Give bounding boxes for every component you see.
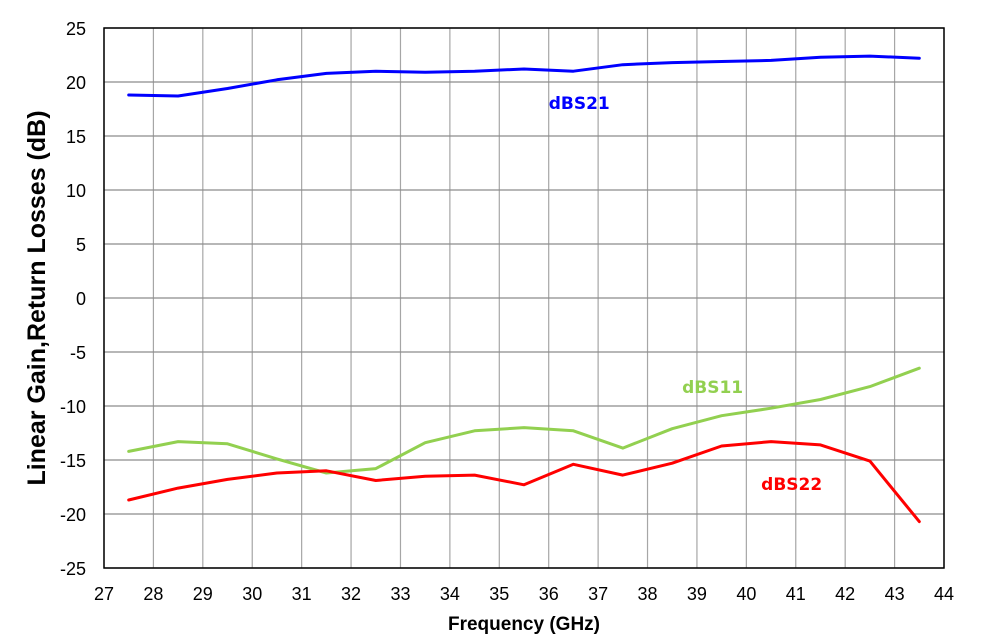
series-line-dbs22 <box>127 440 921 524</box>
x-tick-label: 32 <box>341 584 361 604</box>
x-axis-ticks: 27 28 29 30 31 32 33 34 35 36 37 38 39 40 41 42 43 44 <box>94 584 954 604</box>
series-label-dbs21: dBS21 <box>549 94 610 114</box>
series-line-dbs21 <box>127 54 921 98</box>
x-tick-label: 31 <box>292 584 312 604</box>
x-tick-label: 37 <box>588 584 608 604</box>
y-axis-title: Linear Gain,Return Losses (dB) <box>23 110 51 485</box>
y-tick-label: -25 <box>60 559 86 579</box>
x-tick-label: 41 <box>786 584 806 604</box>
x-tick-label: 40 <box>736 584 756 604</box>
y-tick-label: 25 <box>66 19 86 39</box>
y-tick-label: -5 <box>70 343 86 363</box>
y-tick-label: -20 <box>60 505 86 525</box>
x-tick-label: 39 <box>687 584 707 604</box>
y-tick-label: 10 <box>66 181 86 201</box>
x-tick-label: 27 <box>94 584 114 604</box>
x-tick-label: 43 <box>885 584 905 604</box>
y-tick-label: 15 <box>66 127 86 147</box>
x-tick-label: 33 <box>390 584 410 604</box>
series-lines <box>127 54 921 524</box>
x-tick-label: 36 <box>539 584 559 604</box>
y-tick-label: 20 <box>66 73 86 93</box>
x-tick-label: 30 <box>242 584 262 604</box>
x-tick-label: 35 <box>489 584 509 604</box>
series-label-dbs11: dBS11 <box>682 378 743 398</box>
series-line-dbs11 <box>127 366 921 475</box>
series-label-dbs22: dBS22 <box>761 475 822 495</box>
x-tick-label: 44 <box>934 584 954 604</box>
y-axis-ticks: 25 20 15 10 5 0 -5 -10 -15 -20 -25 <box>60 19 86 579</box>
x-tick-label: 42 <box>835 584 855 604</box>
x-axis-title: Frequency (GHz) <box>448 614 600 635</box>
series-labels: dBS21 dBS11 dBS22 <box>549 94 823 495</box>
x-tick-label: 28 <box>143 584 163 604</box>
y-tick-label: -10 <box>60 397 86 417</box>
plot-area-frame <box>103 27 945 569</box>
y-tick-label: 0 <box>76 289 86 309</box>
x-tick-label: 38 <box>638 584 658 604</box>
x-tick-label: 34 <box>440 584 460 604</box>
y-tick-label: 5 <box>76 235 86 255</box>
x-tick-label: 29 <box>193 584 213 604</box>
y-tick-label: -15 <box>60 451 86 471</box>
